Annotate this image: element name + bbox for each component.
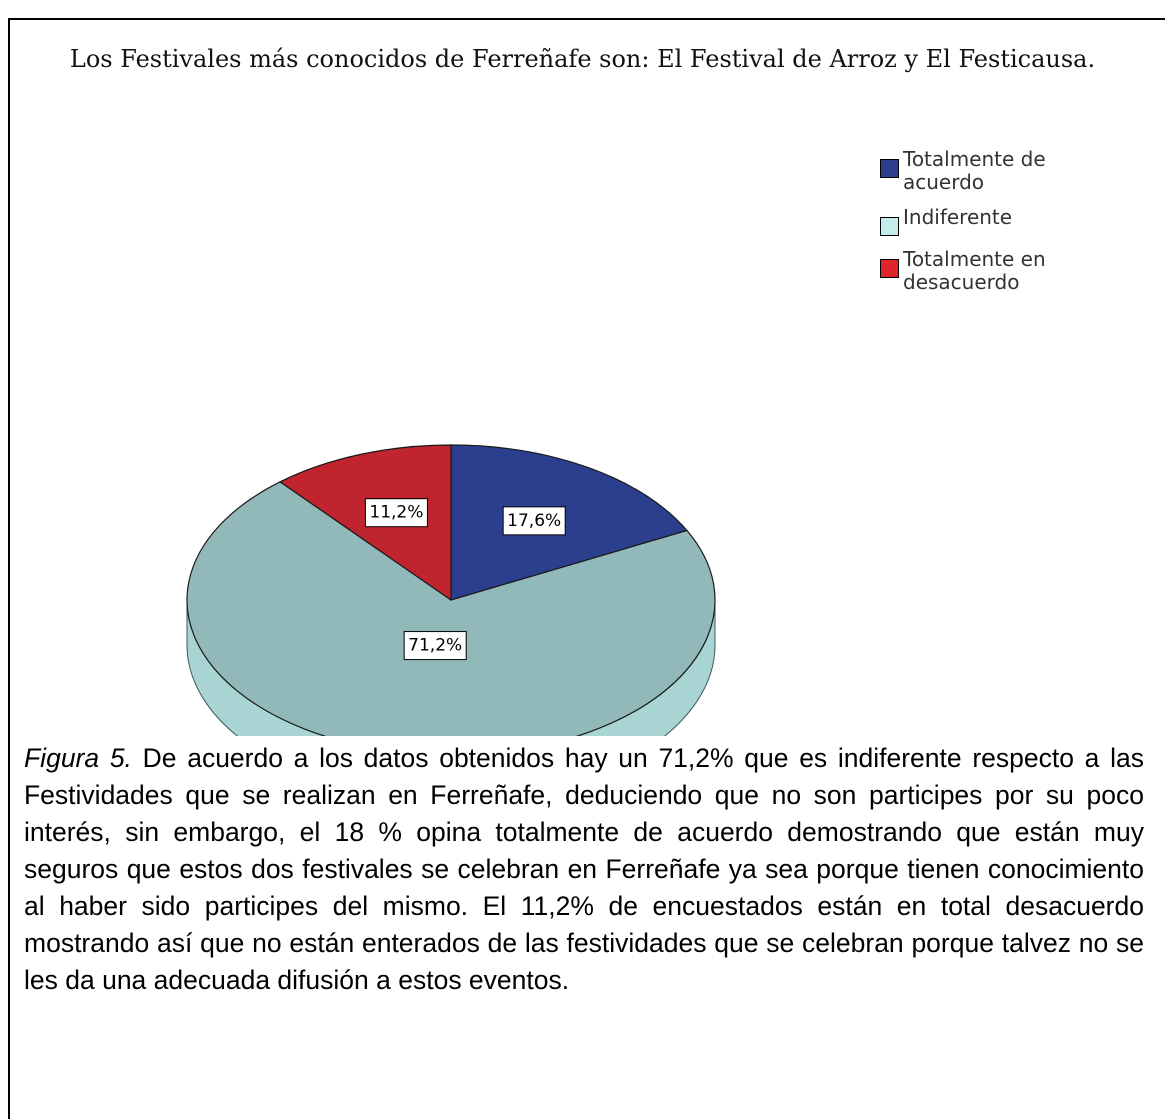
frame — [8, 18, 1165, 1119]
value-label: 11,2% — [369, 503, 423, 523]
chart-title: Los Festivales más conocidos de Ferreñaf… — [69, 45, 1096, 73]
figure-label: Figura 5. — [24, 743, 132, 773]
legend-item: Totalmente de acuerdo — [880, 148, 1080, 194]
legend-item: Totalmente en desacuerdo — [880, 248, 1080, 294]
legend-swatch — [880, 217, 899, 236]
value-label: 17,6% — [507, 511, 561, 531]
value-label-box: 11,2% — [364, 498, 428, 528]
legend-swatch — [880, 259, 899, 278]
caption-text: De acuerdo a los datos obtenidos hay un … — [24, 743, 1144, 995]
pie-slice — [186, 481, 716, 736]
value-label-box: 71,2% — [403, 631, 467, 661]
legend-label: Totalmente en desacuerdo — [903, 247, 1046, 294]
legend-item: Indiferente — [880, 206, 1080, 236]
legend-label: Indiferente — [903, 205, 1013, 229]
legend-label: Totalmente de acuerdo — [903, 147, 1046, 194]
pie-slice — [450, 444, 689, 601]
chart: 17,6% 71,2% 11,2% — [186, 444, 716, 736]
value-label-bg — [364, 498, 428, 528]
value-label-bg — [403, 631, 467, 661]
value-label-bg — [502, 506, 566, 536]
legend-swatch — [880, 159, 899, 178]
value-label-box: 17,6% — [502, 506, 566, 536]
value-label: 71,2% — [408, 636, 462, 656]
caption: Figura 5. De acuerdo a los datos obtenid… — [24, 740, 1144, 999]
legend: Totalmente de acuerdo Indiferente Totalmen… — [880, 148, 1080, 306]
